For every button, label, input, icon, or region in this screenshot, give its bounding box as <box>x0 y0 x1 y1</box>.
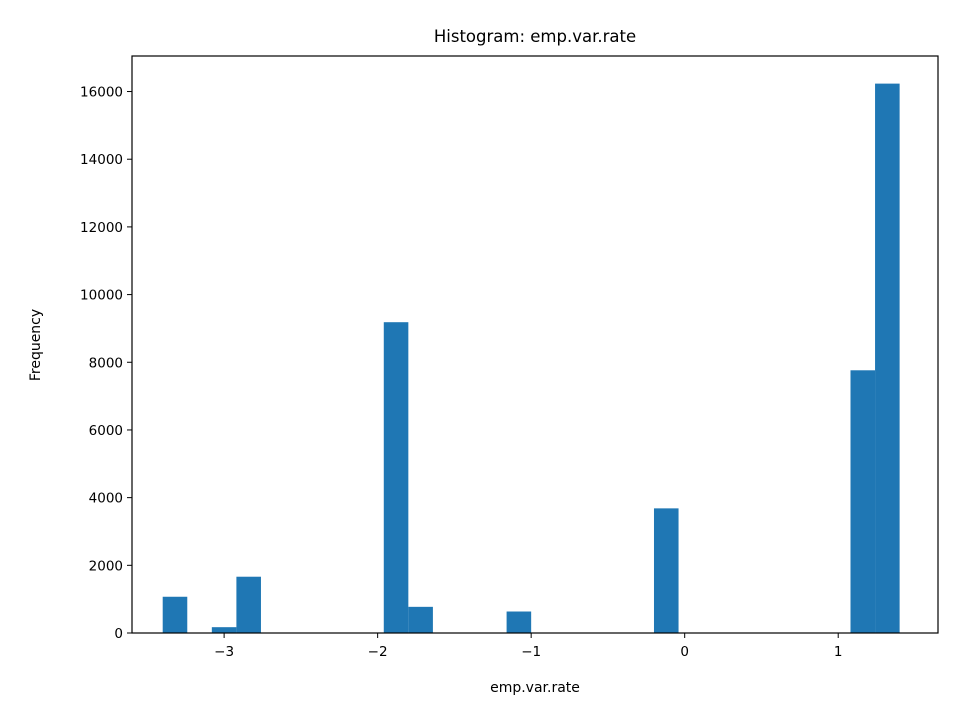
x-tick-label: 0 <box>680 644 689 660</box>
histogram-bar <box>408 606 433 633</box>
x-tick-label: −2 <box>368 644 388 660</box>
histogram-bar <box>236 576 261 633</box>
y-tick-label: 16000 <box>80 85 123 101</box>
x-axis-ticks: −3 −2 −1 0 1 <box>214 633 843 660</box>
y-tick-label: 12000 <box>80 220 123 236</box>
chart-title: Histogram: emp.var.rate <box>434 27 636 46</box>
histogram-bar <box>653 508 679 633</box>
y-axis-ticks: 0 2000 4000 6000 8000 10000 12000 14000 16000 <box>80 85 132 642</box>
y-tick-label: 14000 <box>80 152 123 168</box>
plot-frame <box>131 55 939 634</box>
y-tick-label: 10000 <box>80 288 123 304</box>
histogram-bar <box>506 611 532 633</box>
histogram-bar <box>383 322 409 633</box>
x-tick-label: 1 <box>834 644 843 660</box>
histogram-bar <box>850 370 876 633</box>
y-tick-label: 2000 <box>89 558 123 574</box>
bars-group <box>162 83 900 634</box>
histogram-bar <box>211 627 237 633</box>
x-tick-label: −3 <box>214 644 234 660</box>
y-tick-label: 4000 <box>89 491 123 507</box>
histogram-bar <box>162 596 188 633</box>
y-tick-label: 8000 <box>89 355 123 371</box>
x-tick-label: −1 <box>521 644 541 660</box>
y-tick-label: 6000 <box>89 423 123 439</box>
histogram-bar <box>875 83 900 634</box>
x-axis-label: emp.var.rate <box>490 680 580 696</box>
y-tick-label: 0 <box>114 626 123 642</box>
y-axis-label: Frequency <box>28 309 44 381</box>
